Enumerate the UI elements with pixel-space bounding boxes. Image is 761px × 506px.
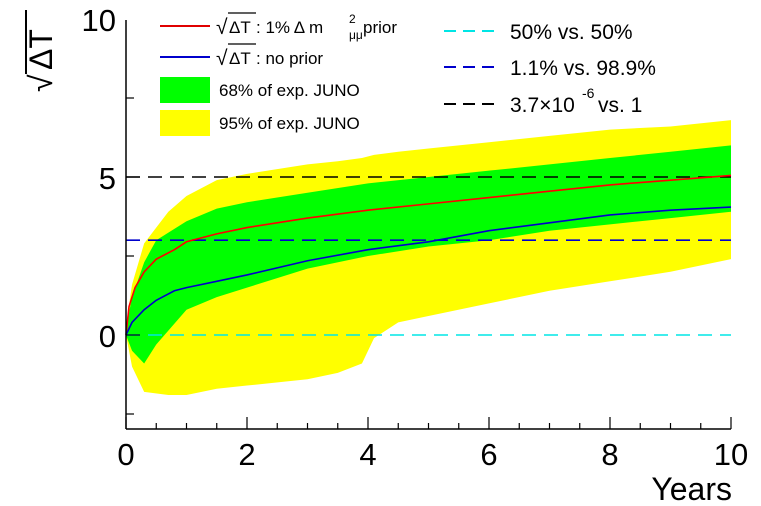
confidence-bands [126,120,731,396]
series-lines [125,174,732,336]
legend-left: √ ΔT : 1% Δ m 2 μμ prior √ ΔT : no prior… [160,12,397,136]
legend-swatch-95 [160,110,210,136]
legend-ref3-base: 3.7×10 [510,94,575,117]
svg-text:ΔT: ΔT [23,29,59,70]
axis-ticks [125,97,732,429]
svg-text:√: √ [23,74,59,92]
legend-ref2-label: 1.1% vs. 98.9% [510,57,656,80]
legend-red-radicand: ΔT [229,18,251,37]
x-tick-label-2: 2 [238,437,255,472]
x-tick-label-10: 10 [714,437,748,472]
legend-blue-radicand: ΔT [229,49,251,68]
legend-95-label: 95% of exp. JUNO [219,114,360,133]
legend-red-sub: μμ [349,28,363,42]
x-tick-label-4: 4 [359,437,376,472]
series-line-no-prior [125,206,732,336]
legend-right: 50% vs. 50% 1.1% vs. 98.9% 3.7×10 -6 vs.… [444,21,656,117]
legend-red-tail: prior [363,18,397,37]
y-tick-label-5: 5 [99,161,116,196]
x-tick-label-6: 6 [480,437,497,472]
x-tick-label-0: 0 [117,437,134,472]
legend-ref3-tail: vs. 1 [598,94,642,117]
legend-red-root: √ [216,16,228,39]
legend-68-label: 68% of exp. JUNO [219,81,360,100]
band-68 [126,145,731,364]
y-tick-label-0: 0 [99,319,116,354]
reference-lines [126,176,731,336]
y-axis-title: √ ΔT [23,10,59,92]
legend-ref3-exp: -6 [582,85,595,101]
legend-red-sup: 2 [349,12,356,26]
x-axis-title: Years [651,471,732,506]
x-tick-label-8: 8 [601,437,618,472]
legend-ref1-label: 50% vs. 50% [510,21,633,44]
legend-swatch-68 [160,77,210,103]
legend-blue-suffix: : no prior [256,49,323,68]
legend-blue-root: √ [216,47,228,70]
series-line-prior [125,174,732,336]
y-tick-label-10: 10 [82,3,116,38]
legend-red-suffix: : 1% Δ m [256,18,323,37]
